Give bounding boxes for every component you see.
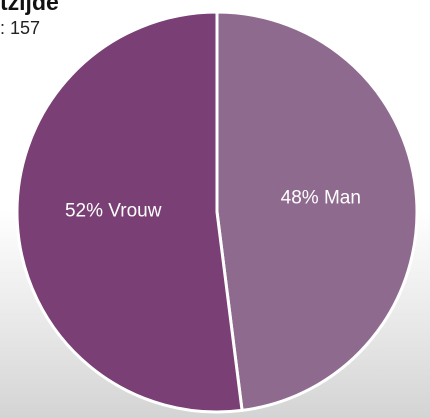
pie-label-man: 48% Man bbox=[281, 187, 361, 208]
pie-slice-man bbox=[217, 12, 417, 410]
pie-label-vrouw: 52% Vrouw bbox=[65, 201, 162, 222]
